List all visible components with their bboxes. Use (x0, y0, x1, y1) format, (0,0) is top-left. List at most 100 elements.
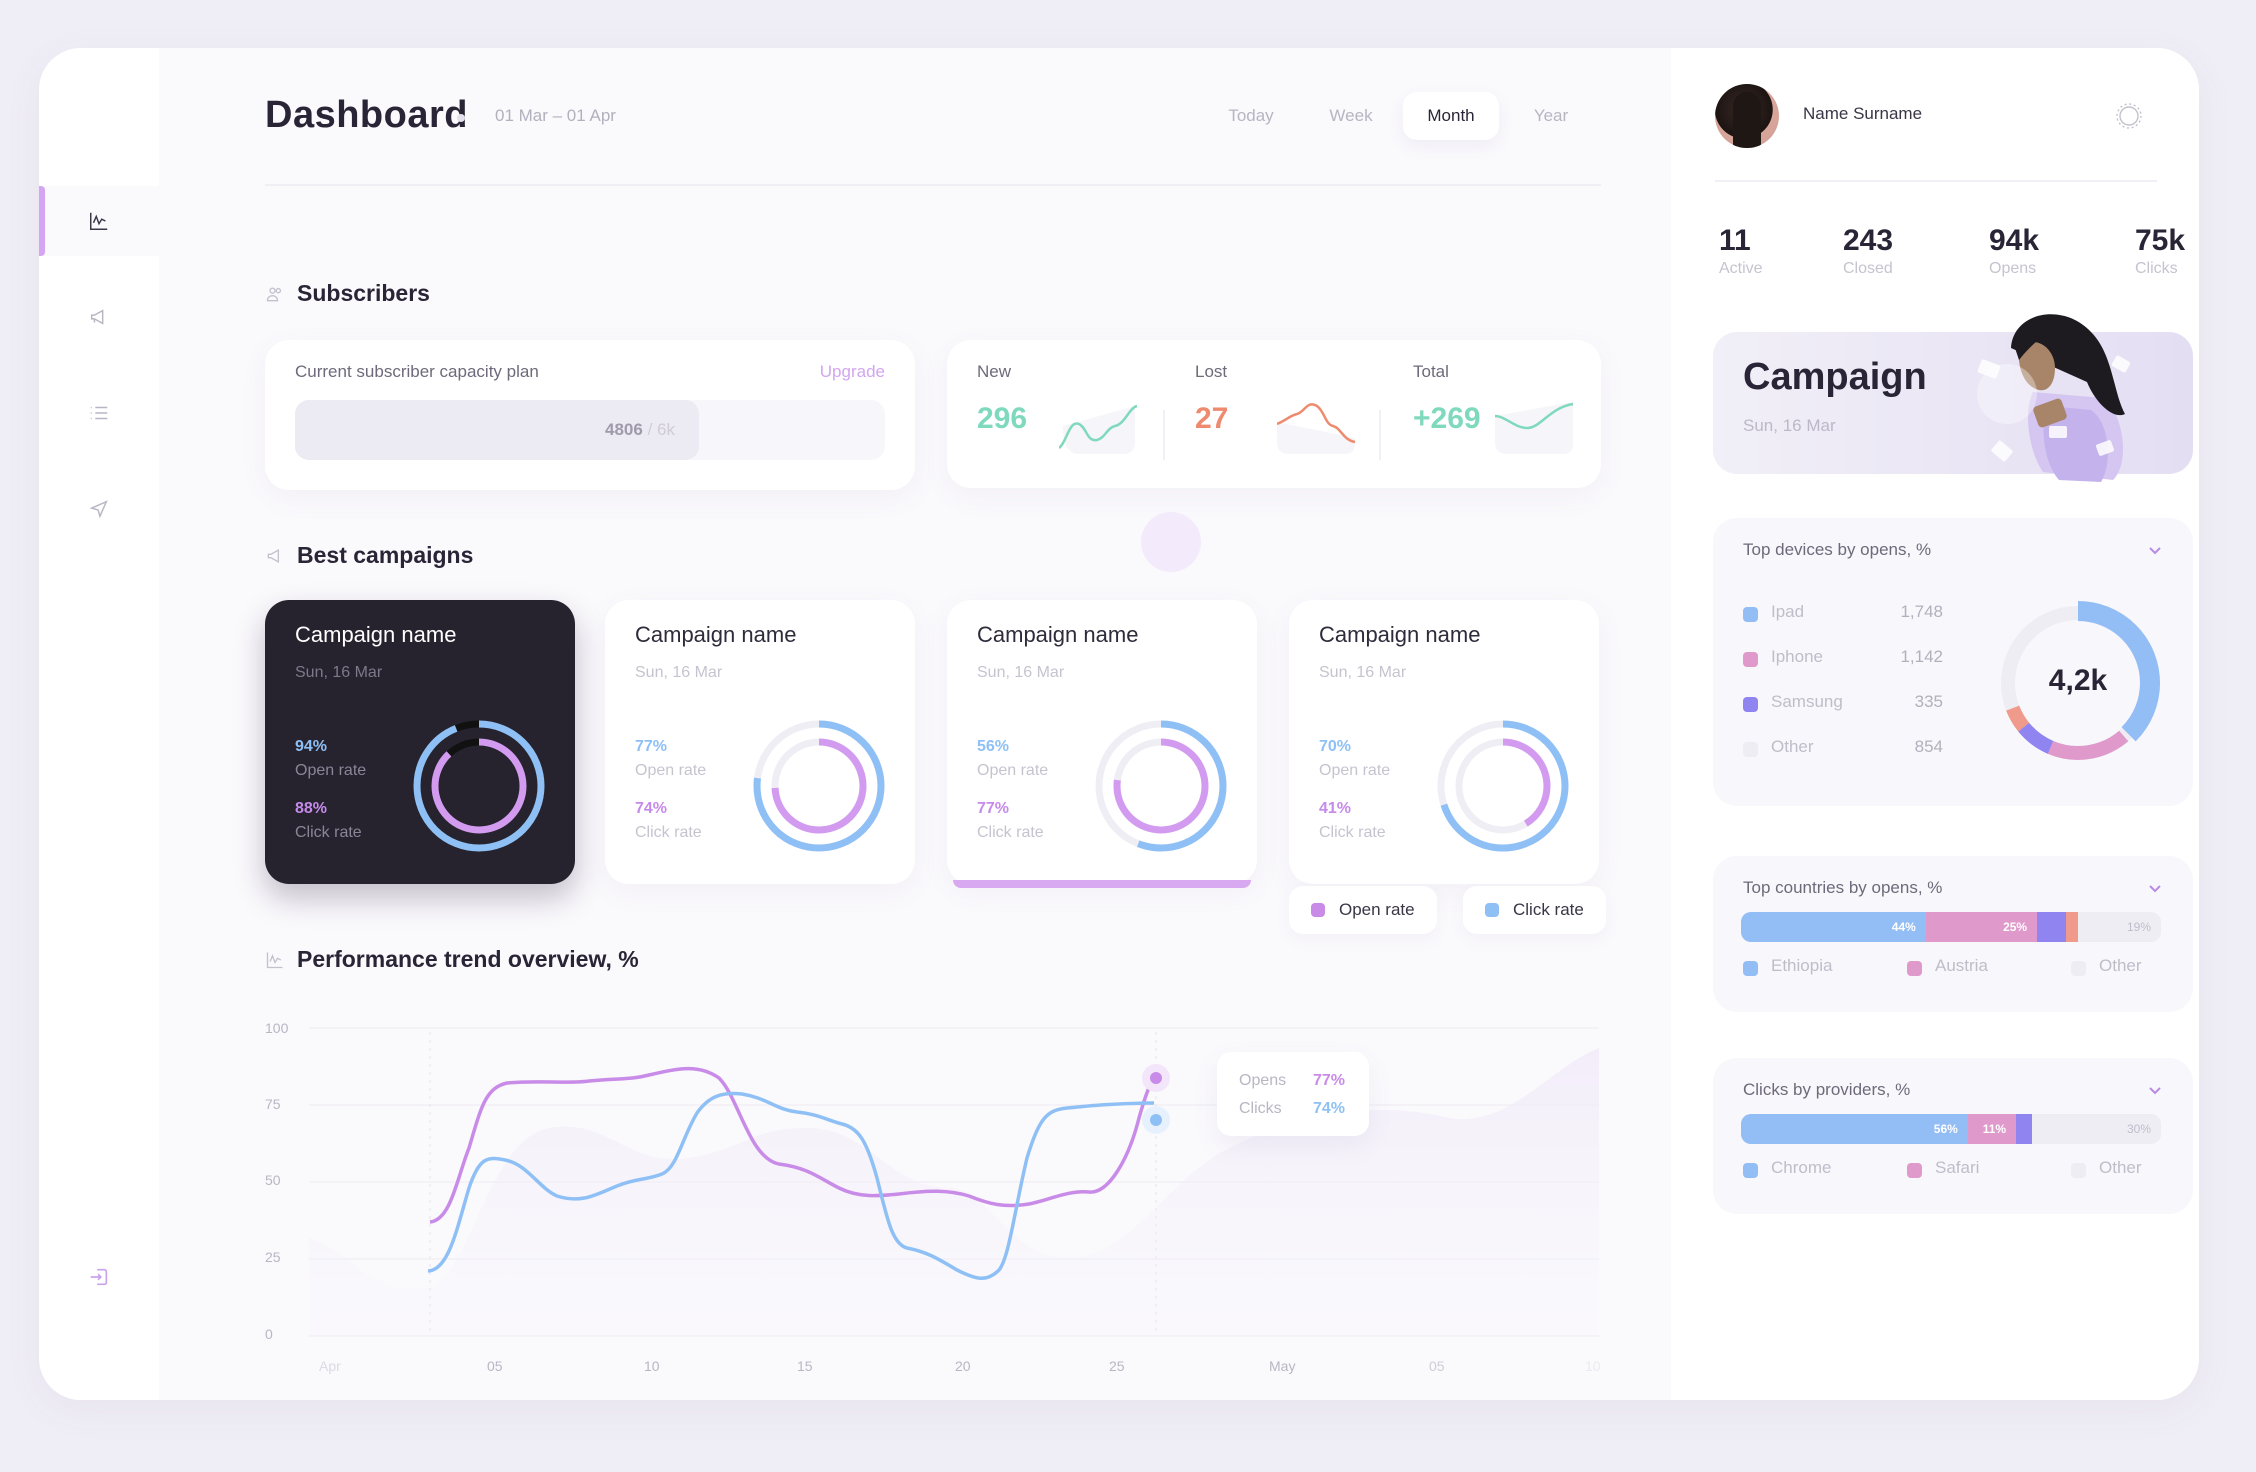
campaign-name: Campaign name (295, 622, 457, 647)
campaigns-title: Best campaigns (297, 542, 474, 568)
legend-click-rate[interactable]: Click rate (1463, 886, 1606, 934)
campaign-card-selected[interactable]: Campaign name Sun, 16 Mar 56% Open rate … (947, 600, 1257, 888)
y-tick: 25 (265, 1249, 281, 1265)
open-rate-label: Open rate (635, 762, 707, 779)
avatar[interactable] (1715, 84, 1779, 148)
click-rate-swatch (1485, 903, 1499, 917)
chevron-down-icon[interactable] (2147, 880, 2163, 896)
tab-month[interactable]: Month (1403, 92, 1499, 140)
performance-line-chart (309, 1027, 1599, 1337)
sidebar-item-send[interactable] (39, 474, 159, 544)
swatch (1743, 961, 1758, 976)
legend-name: Chrome (1771, 1158, 1832, 1177)
settings-gear-icon[interactable] (2113, 100, 2145, 132)
other-swatch (1743, 742, 1758, 757)
x-tick: 15 (797, 1358, 813, 1374)
lost-sparkline (1277, 403, 1356, 454)
x-tick: Apr (319, 1358, 341, 1374)
logout-button[interactable] (39, 1242, 159, 1312)
devices-donut-chart (1996, 601, 2160, 765)
open-rate-swatch (1311, 903, 1325, 917)
devices-card: Top devices by opens, % Ipad 1,748 Iphon… (1713, 518, 2193, 806)
upgrade-link[interactable]: Upgrade (819, 362, 885, 381)
sidebar-item-campaigns[interactable] (39, 282, 159, 352)
period-tabs: Today Week Month Year (1199, 92, 1599, 140)
x-tick: 05 (1429, 1358, 1445, 1374)
click-rate-value: 74% (635, 800, 668, 817)
user-name[interactable]: Name Surname (1803, 104, 1923, 123)
capacity-progress-fill (295, 400, 699, 460)
campaign-date: Sun, 16 Mar (1319, 664, 1407, 681)
campaign-card[interactable]: Campaign name Sun, 16 Mar 77% Open rate … (605, 600, 915, 884)
ipad-swatch (1743, 607, 1758, 622)
tooltip-opens-label: Opens (1239, 1072, 1287, 1089)
campaign-rate-rings (413, 720, 545, 852)
tooltip-opens-value: 77% (1313, 1072, 1346, 1089)
performance-heading: Performance trend overview, % (265, 946, 639, 973)
bar-segment-4 (2066, 912, 2079, 942)
y-tick: 0 (265, 1326, 273, 1342)
title-separator-dot (457, 114, 465, 122)
campaign-date: Sun, 16 Mar (295, 664, 383, 681)
campaign-promo-card[interactable]: Campaign Sun, 16 Mar (1713, 314, 2193, 482)
capacity-used: 4806 (605, 420, 643, 439)
device-name: Iphone (1771, 647, 1823, 666)
tab-today[interactable]: Today (1228, 106, 1274, 125)
users-icon (266, 287, 282, 301)
campaign-rate-rings (753, 720, 885, 852)
open-rate-value: 70% (1319, 738, 1352, 755)
campaign-card[interactable]: Campaign name Sun, 16 Mar 70% Open rate … (1289, 600, 1599, 884)
new-sparkline (1059, 404, 1138, 454)
woman-with-envelopes-illustration (1977, 314, 2131, 482)
stat-new-label: New (977, 362, 1012, 381)
providers-title: Clicks by providers, % (1743, 1080, 1911, 1099)
stat-lost-label: Lost (1195, 362, 1228, 381)
sidebar-item-lists[interactable] (39, 378, 159, 448)
devices-total: 4,2k (2048, 664, 2108, 697)
campaign-rate-rings (1437, 720, 1569, 852)
tab-week[interactable]: Week (1329, 106, 1373, 125)
device-value: 335 (1914, 692, 1943, 711)
profile-divider (1715, 180, 2157, 182)
legend-open-rate[interactable]: Open rate (1289, 886, 1437, 934)
kpi-label: Opens (1989, 260, 2037, 277)
megaphone-icon (267, 548, 279, 563)
bar-segment-safari: 11% (1967, 1114, 2017, 1144)
date-range[interactable]: 01 Mar – 01 Apr (495, 106, 616, 125)
x-tick: May (1269, 1358, 1296, 1374)
stat-total-value: +269 (1413, 402, 1481, 435)
chevron-down-icon[interactable] (2147, 1082, 2163, 1098)
tab-year[interactable]: Year (1533, 106, 1569, 125)
capacity-progress-bar: 4806 / 6k (295, 400, 885, 460)
stat-divider (1379, 410, 1381, 460)
main-content: Dashboard 01 Mar – 01 Apr Today Week Mon… (159, 48, 1671, 1400)
page-title: Dashboard (265, 94, 468, 136)
click-rate-label: Click rate (295, 824, 362, 841)
campaign-card[interactable]: Campaign name Sun, 16 Mar 94% Open rate … (265, 600, 575, 884)
y-tick: 100 (265, 1020, 289, 1036)
sidebar-item-dashboard[interactable] (39, 186, 159, 256)
device-name: Ipad (1771, 602, 1805, 621)
campaigns-heading: Best campaigns (265, 542, 473, 569)
kpi-label: Closed (1843, 260, 1893, 277)
app-window: Dashboard 01 Mar – 01 Apr Today Week Mon… (39, 48, 2199, 1400)
kpi-active: 11 Active (1719, 224, 1763, 278)
legend-name: Austria (1935, 956, 1988, 975)
tooltip-clicks: Clicks 74% (1239, 1100, 1349, 1118)
kpi-value: 75k (2135, 224, 2186, 257)
bar-segment-austria: 25% (1925, 912, 2038, 942)
chevron-down-icon[interactable] (2147, 542, 2163, 558)
providers-card: Clicks by providers, % 56% 11% 30% Chrom… (1713, 1058, 2193, 1214)
legend-name: Ethiopia (1771, 956, 1833, 975)
sidebar (39, 48, 159, 1400)
subscribers-heading: Subscribers (265, 280, 430, 307)
y-tick: 75 (265, 1096, 281, 1112)
device-value: 1,748 (1900, 602, 1943, 621)
tooltip-clicks-label: Clicks (1239, 1100, 1282, 1117)
legend-name: Safari (1935, 1158, 1980, 1177)
devices-title: Top devices by opens, % (1743, 540, 1932, 559)
campaign-name: Campaign name (1319, 622, 1481, 647)
subscriber-stats-card: New 296 Lost 27 Total +269 (947, 340, 1601, 488)
device-value: 854 (1914, 737, 1943, 756)
open-rate-value: 77% (635, 738, 668, 755)
